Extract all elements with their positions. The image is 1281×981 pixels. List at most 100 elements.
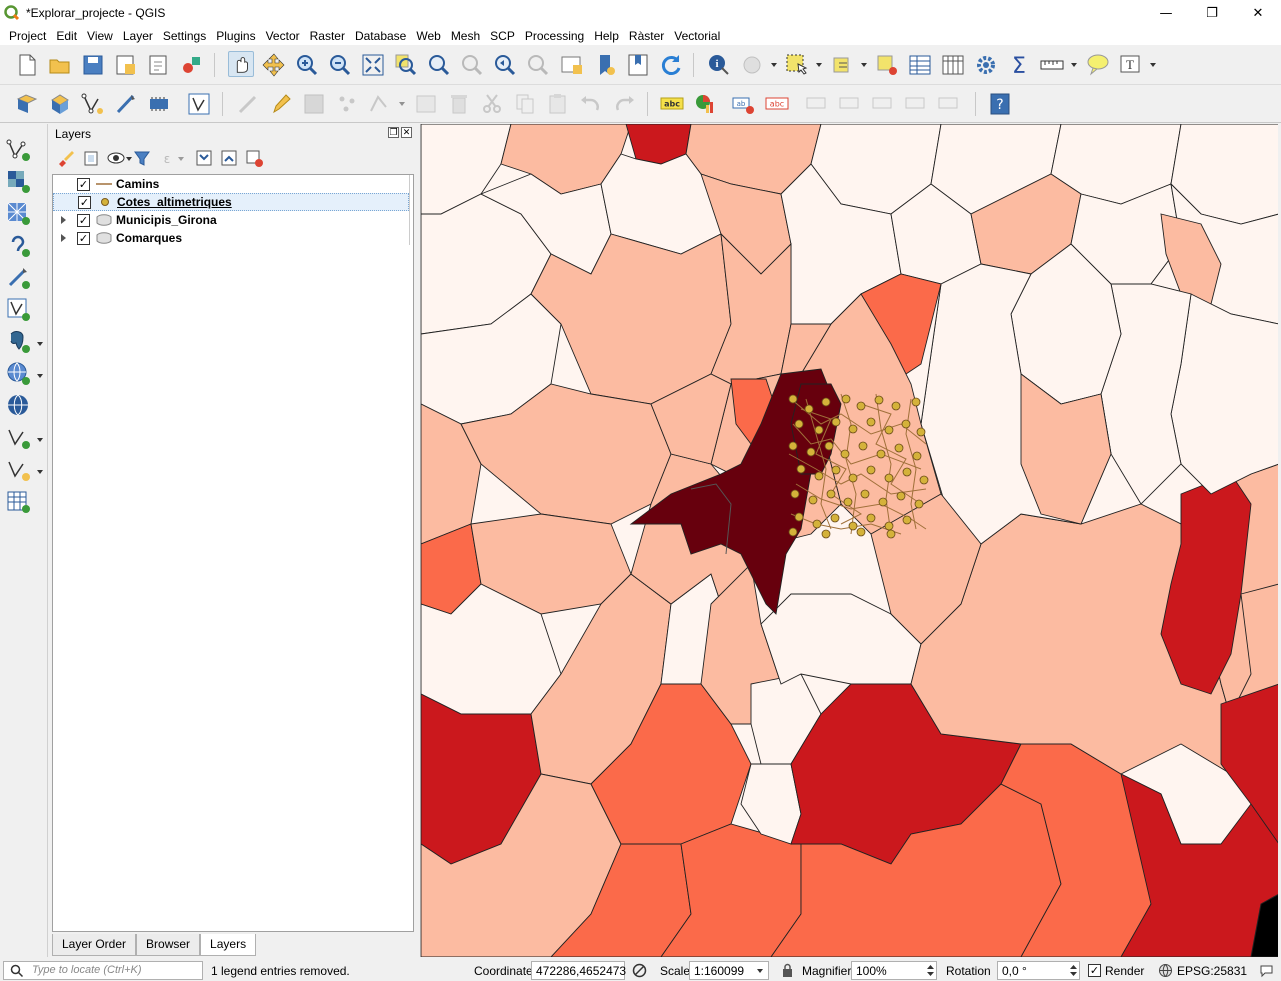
layer-diagram-options-icon[interactable] [692,91,718,117]
add-vector-layer-icon[interactable] [5,136,33,164]
lock-scale-icon[interactable] [781,963,794,978]
zoom-native-resolution-icon[interactable] [459,52,485,78]
layer-visibility-checkbox[interactable]: ✓ [77,213,90,227]
rotation-field[interactable]: 0,0 ° [997,961,1080,980]
add-virtual-layer-icon[interactable] [5,296,33,324]
close-panel-button[interactable]: ✕ [401,127,412,138]
add-delimited-text-layer-icon[interactable] [5,232,33,260]
restore-button[interactable]: ❐ [1206,5,1218,21]
menu-view[interactable]: View [87,28,113,43]
add-postgis-layer-icon[interactable] [5,328,33,356]
rotate-label-icon[interactable] [871,91,897,117]
collapse-all-icon[interactable] [219,148,239,168]
menu-layer[interactable]: Layer [122,28,153,43]
select-features-icon[interactable] [784,52,810,78]
menu-scp[interactable]: SCP [490,28,515,43]
menu-edit[interactable]: Edit [56,28,78,43]
crs-globe-icon[interactable] [1158,963,1173,978]
new-print-layout-icon[interactable] [113,52,139,78]
messages-icon[interactable] [1259,963,1274,978]
open-project-icon[interactable] [47,52,73,78]
menu-vector[interactable]: Vector [265,28,300,43]
add-arcgis-layer-icon[interactable] [5,424,33,452]
map-canvas[interactable] [420,124,1278,957]
layer-visibility-checkbox[interactable]: ✓ [77,231,90,245]
menu-raster-ca[interactable]: Ràster [628,28,665,43]
show-bookmarks-icon[interactable] [625,52,651,78]
map-drawing[interactable] [421,124,1278,957]
close-button[interactable]: ✕ [1252,5,1264,21]
text-annotation-icon[interactable]: T [1118,52,1144,78]
label-properties-icon[interactable] [937,91,963,117]
new-virtual-layer-icon[interactable] [186,91,212,117]
spinbox-arrows-icon[interactable] [926,963,935,978]
deselect-features-icon[interactable] [874,52,900,78]
layer-item-camins[interactable]: ✓ Camins [53,175,409,193]
attribute-table-icon[interactable] [907,52,933,78]
scale-field[interactable]: 1:160099 [689,961,769,980]
menu-settings[interactable]: Settings [162,28,207,43]
zoom-to-layer-icon[interactable] [426,52,452,78]
toggle-extents-icon[interactable] [632,963,647,978]
new-bookmark-icon[interactable] [592,52,618,78]
menu-plugins[interactable]: Plugins [216,28,256,43]
add-group-icon[interactable] [81,148,101,168]
paste-features-icon[interactable] [545,91,571,117]
layer-visibility-checkbox[interactable]: ✓ [78,195,91,209]
render-checkbox[interactable]: ✓ [1088,964,1101,977]
layer-tree-scrollbar[interactable] [409,175,413,245]
menu-project[interactable]: Project [9,28,47,43]
save-edits-icon[interactable] [301,91,327,117]
current-edits-icon[interactable] [235,91,261,117]
move-label-icon[interactable] [805,91,831,117]
identify-features-icon[interactable]: i [706,52,732,78]
select-by-value-icon[interactable] [830,52,856,78]
add-table-layer-icon[interactable] [5,488,33,516]
layer-visibility-checkbox[interactable]: ✓ [77,177,90,191]
float-panel-button[interactable]: ❐ [388,127,399,138]
delete-selected-icon[interactable] [446,91,472,117]
manage-map-themes-icon[interactable] [106,148,126,168]
zoom-out-icon[interactable] [327,52,353,78]
new-project-icon[interactable] [14,52,40,78]
add-feature-icon[interactable] [334,91,360,117]
new-geopackage-layer-icon[interactable] [47,91,73,117]
change-label-icon[interactable] [904,91,930,117]
data-source-manager-icon[interactable] [14,91,40,117]
layer-item-cotes-altimetriques[interactable]: ✓ Cotes_altimetriques [53,193,409,211]
toggle-editing-icon[interactable] [268,91,294,117]
new-map-view-icon[interactable] [559,52,585,78]
undo-icon[interactable] [578,91,604,117]
add-mesh-layer-icon[interactable] [5,200,33,228]
add-raster-layer-icon[interactable] [5,168,33,196]
layout-manager-icon[interactable] [146,52,172,78]
tab-browser[interactable]: Browser [136,934,201,956]
menu-vectorial[interactable]: Vectorial [674,28,721,43]
filter-legend-by-expression-icon[interactable]: ε [157,148,177,168]
new-memory-layer-icon[interactable] [146,91,172,117]
vertex-tool-icon[interactable] [367,91,393,117]
show-hide-labels-icon[interactable] [838,91,864,117]
new-spatialite-layer-icon[interactable] [113,91,139,117]
expand-arrow-icon[interactable] [61,234,66,242]
add-wfs-layer-icon[interactable] [5,392,33,420]
redo-icon[interactable] [611,91,637,117]
style-manager-icon[interactable] [179,52,205,78]
zoom-in-icon[interactable] [294,52,320,78]
locator-search-input[interactable]: Type to locate (Ctrl+K) [3,961,203,980]
tab-layers[interactable]: Layers [200,934,257,956]
layer-labeling-options-icon[interactable]: abc [659,91,685,117]
new-temporary-scratch-layer-icon[interactable] [5,456,33,484]
save-project-icon[interactable] [80,52,106,78]
highlight-pinned-labels-icon[interactable]: abc [764,91,790,117]
menu-database[interactable]: Database [354,28,407,43]
new-shapefile-layer-icon[interactable] [80,91,106,117]
modify-attributes-icon[interactable] [413,91,439,117]
field-calculator-icon[interactable] [940,52,966,78]
help-contents-icon[interactable]: ? [987,91,1013,117]
refresh-icon[interactable] [658,52,684,78]
spinbox-arrows-icon[interactable] [1069,963,1078,978]
menu-processing[interactable]: Processing [524,28,585,43]
menu-raster[interactable]: Raster [309,28,345,43]
zoom-next-icon[interactable] [525,52,551,78]
